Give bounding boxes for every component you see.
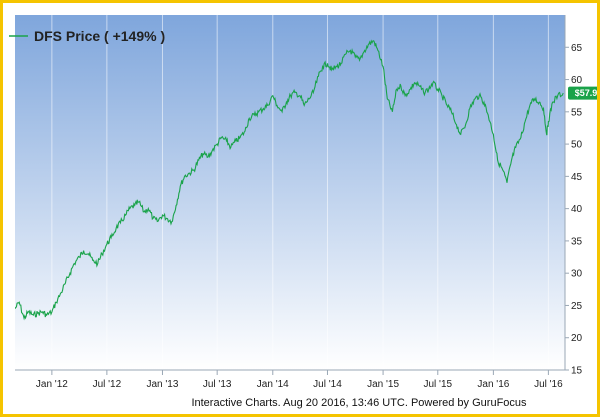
y-axis: 15 20 25 30 35 40 45 50 55 60 65: [564, 15, 583, 377]
x-tick-label: Jan '13: [147, 379, 179, 390]
chart-credit: Interactive Charts. Aug 20 2016, 13:46 U…: [191, 397, 527, 409]
x-tick-label: Jan '12: [36, 379, 68, 390]
x-tick-label: Jul '15: [423, 379, 452, 390]
legend[interactable]: DFS Price ( +149% ): [9, 28, 165, 44]
x-axis: Jan '12 Jul '12 Jan '13 Jul '13 Jan '14 Jul '…: [15, 369, 565, 390]
last-price-badge: $57.9: [568, 86, 597, 100]
x-tick-label: Jul '13: [203, 379, 232, 390]
y-tick-label: 55: [571, 107, 583, 118]
y-tick-label: 50: [571, 140, 583, 151]
x-tick-label: Jul '12: [93, 379, 122, 390]
y-tick-label: 60: [571, 75, 583, 86]
x-tick-label: Jul '14: [313, 379, 342, 390]
plot-area: [15, 15, 565, 370]
y-tick-label: 45: [571, 172, 583, 183]
y-tick-label: 35: [571, 236, 583, 247]
legend-label: DFS Price ( +149% ): [34, 28, 165, 44]
y-tick-label: 40: [571, 204, 583, 215]
x-tick-label: Jan '15: [367, 379, 399, 390]
x-tick-label: Jul '16: [534, 379, 563, 390]
y-tick-label: 25: [571, 301, 583, 312]
y-tick-label: 65: [571, 43, 583, 54]
gridlines: [51, 15, 549, 370]
x-tick-label: Jan '16: [477, 379, 509, 390]
dfs-price-line[interactable]: [15, 39, 564, 321]
x-tick-label: Jan '14: [257, 379, 289, 390]
last-price-value: $57.9: [575, 88, 597, 98]
y-tick-label: 30: [571, 269, 583, 280]
y-tick-label: 15: [571, 366, 583, 377]
y-tick-label: 20: [571, 333, 583, 344]
